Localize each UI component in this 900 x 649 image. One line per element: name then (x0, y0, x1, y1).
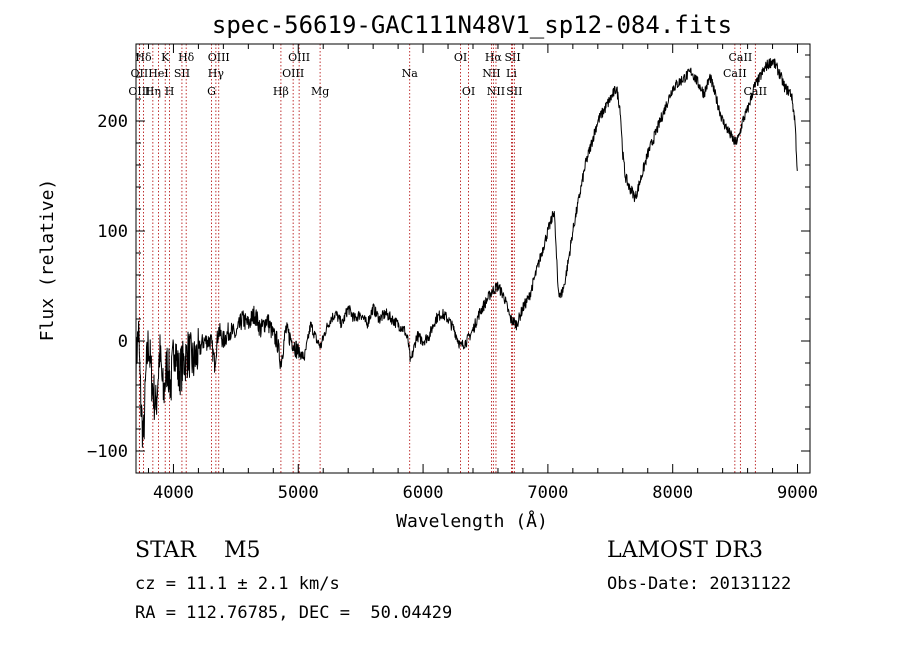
y-tick-label: 200 (97, 112, 128, 132)
line-label: SII (506, 85, 522, 98)
line-label: OIII (128, 85, 150, 98)
line-label: Hγ (208, 67, 225, 80)
line-label: NII (487, 85, 505, 98)
line-label: OIII (208, 51, 230, 64)
line-label: Hβ (273, 85, 289, 98)
y-tick-label: 0 (118, 332, 128, 352)
object-class: STAR (135, 538, 196, 563)
line-label: SII (174, 67, 190, 80)
survey-name: LAMOST DR3 (607, 538, 763, 563)
chart-title: spec-56619-GAC111N48V1_sp12-084.fits (212, 11, 732, 39)
y-tick-label: 100 (97, 222, 128, 242)
line-label: NII (482, 67, 500, 80)
x-axis-label: Wavelength (Å) (396, 510, 548, 532)
axes: 4000 5000 6000 7000 8000 9000 −100 0 100 200 (87, 43, 818, 503)
y-axis-label: Flux (relative) (37, 179, 58, 342)
y-tick-label: −100 (87, 442, 128, 462)
object-subclass: M5 (224, 538, 261, 563)
line-label: H (165, 85, 175, 98)
line-label: SII (504, 51, 520, 64)
redshift-text: cz = 11.1 ± 2.1 km/s (135, 574, 340, 594)
line-label: G (207, 85, 216, 98)
line-label: OIII (288, 51, 310, 64)
line-label: Li (506, 67, 517, 80)
obs-date: Obs-Date: 20131122 (607, 574, 792, 594)
line-label: CaII (723, 67, 747, 80)
x-tick-label: 4000 (153, 483, 194, 503)
plot-frame (135, 43, 811, 474)
x-tick-label: 8000 (652, 483, 693, 503)
series-line-flux (135, 58, 798, 448)
line-label: Hδ (135, 51, 152, 64)
line-label: OI (454, 51, 467, 64)
line-label: OI (462, 85, 475, 98)
x-tick-label: 6000 (403, 483, 444, 503)
line-label: Na (402, 67, 419, 80)
line-label: CaII (729, 51, 753, 64)
coordinates-text: RA = 112.76785, DEC = 50.04429 (135, 603, 453, 623)
x-tick-label: 7000 (527, 483, 568, 503)
x-tick-label: 9000 (777, 483, 818, 503)
line-label: HeI (148, 67, 168, 80)
series-layer (135, 58, 798, 448)
object-class-row: STAR M5 (135, 538, 261, 563)
line-label: OIII (282, 67, 304, 80)
line-label: K (161, 51, 170, 64)
line-label: Hδ (178, 51, 195, 64)
line-label: Mg (311, 85, 329, 98)
line-label: Hα (485, 51, 503, 64)
line-label: Hη (145, 85, 161, 98)
x-tick-label: 5000 (278, 483, 319, 503)
line-label: CaII (743, 85, 767, 98)
